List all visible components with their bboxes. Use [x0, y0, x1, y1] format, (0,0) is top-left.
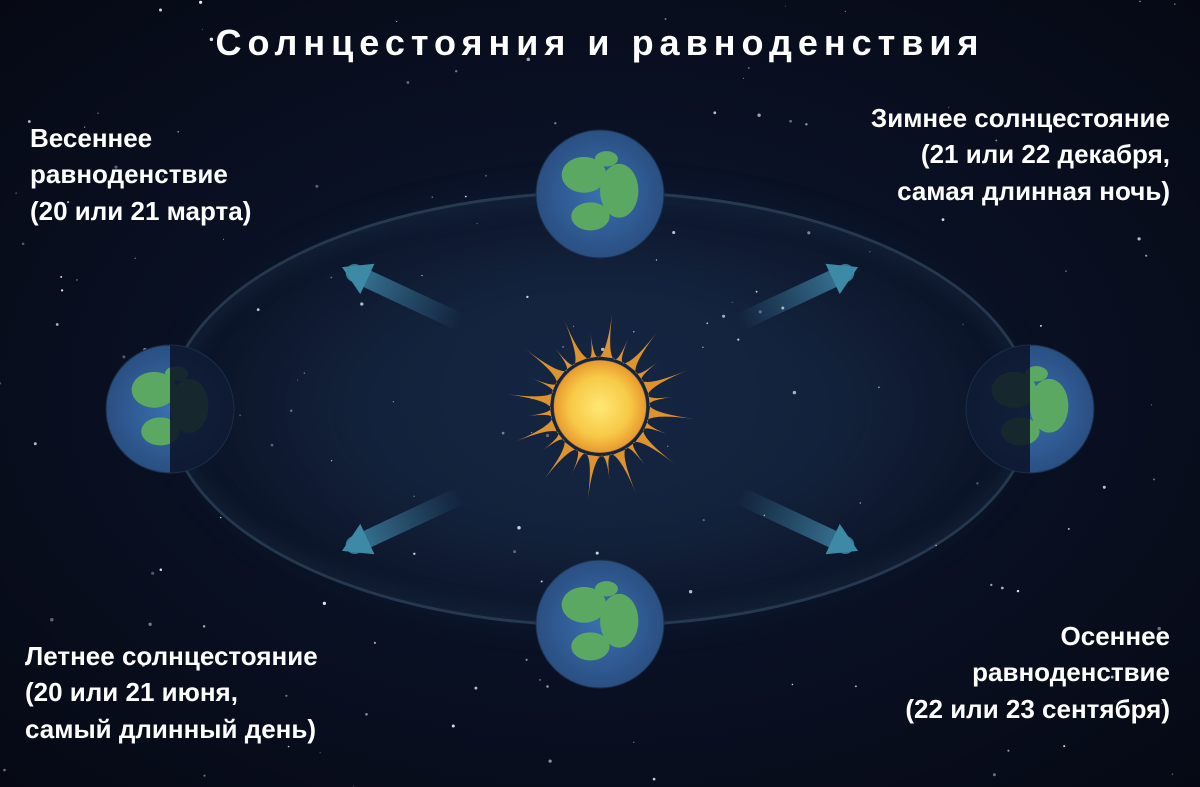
earth-top: [536, 130, 664, 258]
diagram-title: Солнцестояния и равноденствия: [0, 22, 1200, 64]
label-line: самый длинный день): [25, 714, 316, 744]
earth-right: [966, 345, 1094, 473]
label-line: (22 или 23 сентября): [905, 694, 1170, 724]
earth-bottom: [536, 560, 664, 688]
sun-icon: [490, 297, 710, 517]
earth-left: [106, 345, 234, 473]
sun: [490, 297, 710, 522]
